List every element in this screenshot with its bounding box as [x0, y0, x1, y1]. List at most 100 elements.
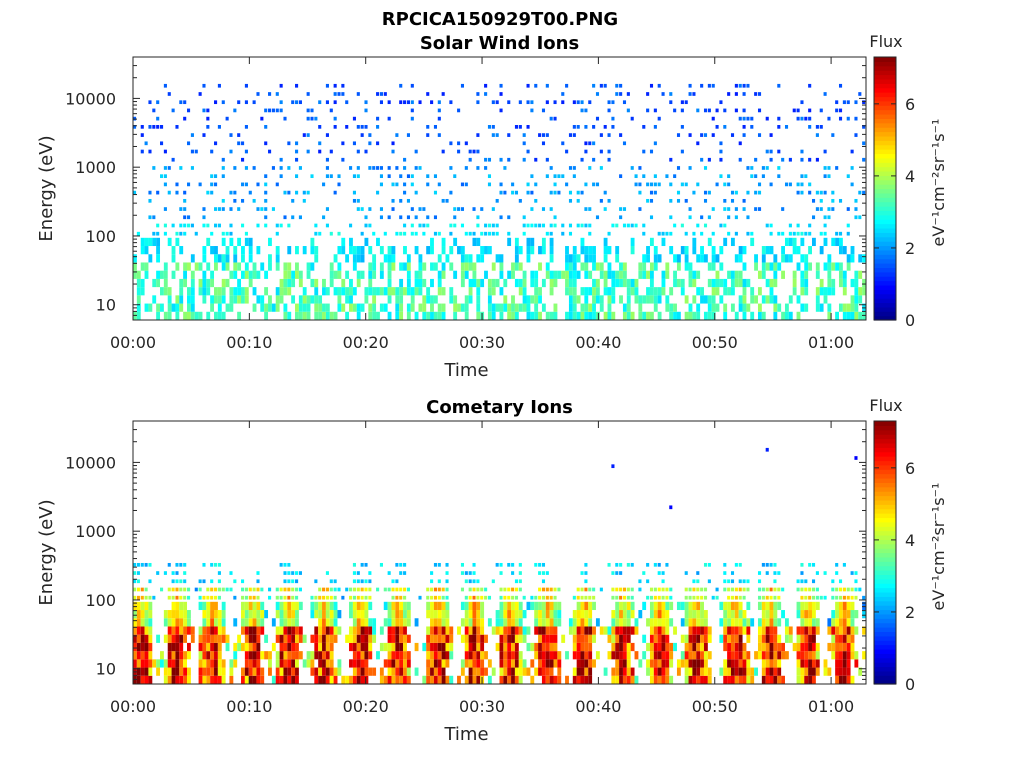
flux-cell — [237, 141, 241, 146]
flux-cell — [387, 659, 392, 668]
flux-cell — [406, 174, 410, 179]
flux-cell — [279, 278, 284, 288]
flux-cell — [325, 157, 329, 162]
flux-cell — [156, 100, 160, 105]
flux-cell — [464, 262, 469, 271]
flux-cell — [248, 610, 253, 619]
flux-cell — [711, 287, 716, 296]
flux-cell — [449, 634, 454, 643]
flux-cell — [206, 651, 211, 660]
flux-cell — [387, 287, 392, 296]
flux-cell — [765, 223, 769, 228]
flux-cell — [322, 215, 326, 220]
flux-cell — [534, 311, 539, 320]
flux-cell — [549, 166, 553, 170]
flux-cell — [171, 659, 176, 668]
flux-cell — [819, 287, 824, 296]
flux-cell — [302, 198, 306, 203]
flux-cell — [746, 626, 751, 635]
flux-cell — [433, 587, 438, 592]
flux-cell — [769, 618, 774, 627]
flux-cell — [511, 659, 515, 668]
flux-cell — [611, 116, 615, 121]
flux-cell — [248, 278, 253, 288]
flux-cell — [480, 667, 485, 676]
flux-cell — [337, 610, 342, 619]
flux-cell — [788, 182, 792, 187]
flux-cell — [630, 166, 634, 170]
flux-cell — [225, 231, 229, 236]
flux-cell — [156, 125, 160, 129]
flux-cell — [838, 667, 843, 676]
flux-cell — [688, 626, 693, 635]
flux-cell — [757, 626, 762, 635]
flux-cell — [700, 675, 704, 684]
flux-cell — [190, 278, 195, 288]
flux-cell — [140, 287, 145, 296]
flux-cell — [750, 295, 755, 304]
flux-cell — [487, 223, 492, 228]
flux-cell — [187, 223, 191, 228]
flux-cell — [746, 659, 751, 668]
flux-cell — [372, 634, 377, 643]
flux-cell — [549, 587, 553, 592]
x-tick-label: 00:50 — [692, 333, 738, 352]
flux-cell — [179, 562, 183, 567]
flux-cell — [163, 571, 167, 575]
panel-title: Solar Wind Ions — [420, 33, 579, 54]
flux-cell — [688, 587, 692, 592]
flux-cell — [788, 634, 793, 643]
flux-cell — [592, 311, 596, 320]
flux-cell — [595, 295, 600, 304]
flux-cell — [595, 92, 600, 96]
flux-cell — [217, 618, 222, 627]
flux-cell — [414, 667, 419, 676]
flux-cell — [534, 223, 538, 228]
flux-cell — [202, 667, 207, 676]
flux-cell — [761, 651, 766, 660]
flux-cell — [700, 659, 704, 668]
colorbar-step — [874, 622, 896, 628]
flux-cell — [769, 133, 773, 137]
flux-cell — [711, 254, 716, 263]
flux-cell — [445, 642, 450, 652]
flux-cell — [271, 166, 275, 170]
flux-cell — [572, 254, 577, 263]
flux-cell — [619, 675, 623, 684]
flux-cell — [711, 295, 716, 304]
flux-cell — [202, 618, 207, 627]
flux-cell — [383, 287, 388, 296]
flux-cell — [383, 254, 388, 263]
flux-cell — [769, 651, 774, 660]
flux-cell — [638, 303, 643, 312]
flux-cell — [437, 675, 442, 684]
flux-cell — [252, 601, 257, 611]
flux-cell — [314, 295, 319, 304]
flux-cell — [846, 634, 851, 643]
flux-cell — [634, 618, 639, 627]
flux-cell — [676, 254, 681, 263]
flux-cell — [773, 595, 777, 600]
flux-cell — [322, 311, 326, 320]
flux-cell — [491, 626, 496, 635]
flux-cell — [163, 667, 168, 676]
flux-cell — [838, 626, 843, 635]
flux-cell — [622, 610, 627, 619]
flux-cell — [302, 303, 307, 312]
flux-cell — [835, 601, 839, 611]
flux-cell — [619, 562, 623, 567]
flux-cell — [190, 303, 195, 312]
flux-cell — [680, 100, 684, 105]
flux-cell — [607, 231, 611, 236]
flux-cell — [499, 311, 504, 320]
flux-cell — [622, 675, 627, 684]
flux-cell — [642, 311, 647, 320]
flux-cell — [522, 634, 527, 643]
colorbar-step — [874, 249, 896, 255]
flux-cell — [750, 231, 754, 236]
flux-cell — [541, 595, 546, 600]
flux-cell — [607, 651, 612, 660]
flux-cell — [387, 246, 392, 255]
flux-cell — [275, 223, 279, 228]
flux-cell — [480, 254, 485, 263]
